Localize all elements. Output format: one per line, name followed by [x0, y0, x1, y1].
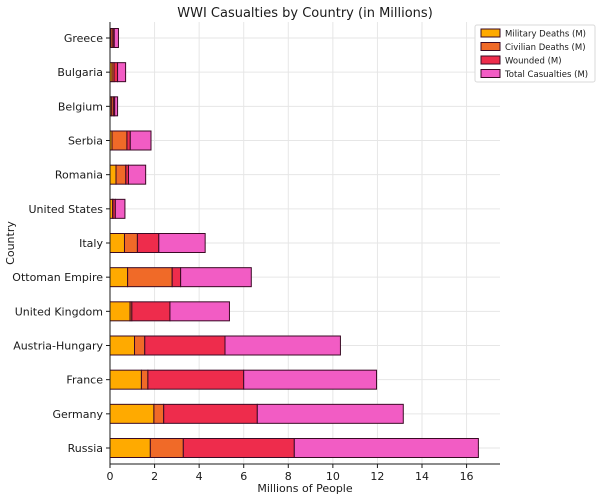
bar-ottoman-empire-series-0 [109, 267, 129, 288]
x-ticks: 0 2 4 6 8 10 12 14 16 [107, 464, 474, 483]
bar-bulgaria-series-3 [117, 62, 127, 83]
bar-italy-series-2 [136, 233, 160, 253]
bar-ottoman-empire-series-2 [171, 267, 182, 288]
bar-russia-series-3 [293, 438, 479, 458]
legend-swatch [480, 42, 501, 51]
y-tick-label: Serbia [68, 135, 103, 148]
bar-austria-hungary-series-3 [224, 335, 341, 356]
bar-serbia-series-1 [111, 130, 128, 151]
bar-germany-series-2 [163, 403, 258, 424]
bar-france-series-2 [147, 369, 245, 390]
bar-bulgaria-series-2 [113, 62, 119, 83]
legend: Military Deaths (M) Civilian Deaths (M) Wo… [474, 24, 596, 83]
bar-france-series-0 [109, 369, 142, 390]
bar-germany-series-1 [153, 403, 165, 424]
bar-italy-series-0 [109, 233, 125, 253]
bar-serbia-series-2 [126, 130, 131, 151]
x-tick-label: 2 [151, 470, 158, 483]
legend-label: Military Deaths (M) [505, 30, 586, 40]
legend-label: Civilian Deaths (M) [505, 43, 586, 53]
legend-swatch [480, 69, 501, 78]
y-tick-label: Greece [64, 32, 103, 45]
bar-germany-series-3 [256, 403, 404, 424]
bar-russia-series-2 [182, 438, 295, 458]
legend-label: Wounded (M) [505, 57, 562, 67]
bar-united-kingdom-series-3 [169, 301, 230, 322]
bar-germany-series-0 [109, 403, 155, 424]
bar-france-series-3 [243, 369, 378, 390]
bar-italy-series-3 [158, 233, 206, 253]
bar-romania-series-1 [115, 164, 127, 185]
x-tick-label: 12 [370, 470, 384, 483]
legend-label: Total Casualties (M) [504, 70, 588, 80]
y-tick-label: Ottoman Empire [12, 271, 103, 284]
y-ticks: Russia Germany France Austria-Hungary United… [12, 32, 110, 455]
x-tick-label: 4 [196, 470, 203, 483]
y-tick-label: Germany [52, 408, 103, 421]
y-tick-label: Belgium [58, 100, 103, 113]
bar-italy-series-1 [123, 233, 138, 253]
legend-swatch [480, 28, 501, 38]
bar-united-kingdom-series-2 [131, 301, 171, 322]
y-tick-label: United Kingdom [15, 305, 103, 318]
bar-romania-series-0 [109, 164, 117, 185]
x-tick-label: 14 [415, 470, 429, 483]
bar-russia-series-0 [109, 438, 151, 458]
y-tick-label: Austria-Hungary [13, 340, 103, 353]
x-axis-label: Millions of People [257, 482, 353, 495]
bar-belgium-series-3 [114, 96, 119, 117]
bar-russia-series-1 [149, 438, 184, 458]
y-tick-label: Italy [79, 237, 103, 250]
x-tick-label: 10 [326, 470, 340, 483]
x-tick-label: 8 [285, 470, 292, 483]
x-tick-label: 16 [460, 470, 474, 483]
bar-greece-series-3 [113, 28, 119, 48]
bar-ottoman-empire-series-3 [180, 267, 252, 288]
legend-frame [474, 24, 596, 83]
x-tick-label: 0 [107, 470, 114, 483]
bar-austria-hungary-series-2 [144, 335, 226, 356]
bar-romania-series-3 [127, 164, 147, 185]
bar-united-kingdom-series-0 [109, 301, 131, 322]
bar-france-series-1 [140, 369, 149, 390]
bar-ottoman-empire-series-1 [127, 267, 173, 288]
bar-serbia-series-3 [129, 130, 152, 151]
chart-title: WWI Casualties by Country (in Millions) [177, 6, 433, 21]
y-tick-label: France [66, 374, 103, 387]
bar-austria-hungary-series-1 [134, 335, 146, 356]
y-tick-label: Romania [55, 169, 103, 182]
y-tick-label: Bulgaria [57, 66, 103, 79]
bar-united-states-series-3 [114, 198, 126, 219]
legend-swatch [480, 55, 501, 65]
y-tick-label: Russia [68, 442, 103, 455]
bar-austria-hungary-series-0 [109, 335, 136, 356]
y-tick-label: United States [29, 203, 104, 216]
x-tick-label: 6 [240, 470, 247, 483]
y-axis-label: Country [4, 221, 17, 265]
